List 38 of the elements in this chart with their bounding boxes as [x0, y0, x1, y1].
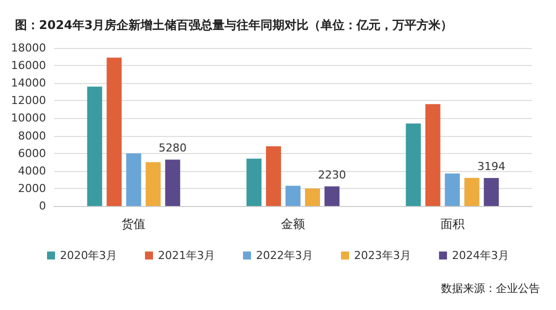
y-tick-label: 12000	[11, 94, 46, 108]
y-tick-label: 6000	[18, 146, 46, 160]
y-tick-label: 4000	[18, 164, 46, 178]
y-tick-label: 0	[39, 200, 46, 212]
bar	[464, 178, 480, 206]
y-tick-label: 14000	[11, 76, 46, 90]
legend-label: 2020年3月	[60, 249, 118, 262]
data-label: 3194	[477, 160, 506, 173]
source-note: 数据来源：企业公告	[441, 282, 540, 295]
bar	[484, 178, 499, 206]
bar	[146, 162, 161, 206]
y-tick-label: 16000	[11, 59, 46, 72]
legend-label: 2023年3月	[354, 249, 411, 262]
x-tick-label: 货值	[122, 217, 146, 231]
bar	[165, 160, 180, 206]
data-label: 5280	[158, 142, 187, 155]
legend-label: 2021年3月	[158, 249, 216, 262]
y-tick-label: 8000	[18, 129, 46, 142]
y-tick-label: 10000	[11, 112, 46, 125]
x-tick-label: 金额	[281, 217, 305, 231]
x-tick-label: 面积	[440, 217, 464, 231]
bar	[425, 104, 440, 206]
y-tick-label: 2000	[18, 182, 46, 195]
bar	[324, 186, 340, 206]
chart-title: 图：2024年3月房企新增土储百强总量与往年同期对比（单位：亿元，万平方米）	[15, 18, 453, 32]
legend-label: 2022年3月	[256, 249, 314, 262]
bar	[87, 86, 102, 206]
bar	[406, 123, 421, 206]
bar	[286, 186, 300, 206]
y-tick-label: 18000	[11, 42, 46, 54]
bar	[444, 174, 460, 206]
bar	[266, 146, 281, 206]
bar	[305, 188, 320, 206]
data-label: 2230	[318, 168, 346, 182]
bar	[246, 158, 262, 206]
bar	[106, 58, 122, 206]
legend-label: 2024年3月	[452, 249, 509, 262]
bar	[126, 153, 142, 206]
